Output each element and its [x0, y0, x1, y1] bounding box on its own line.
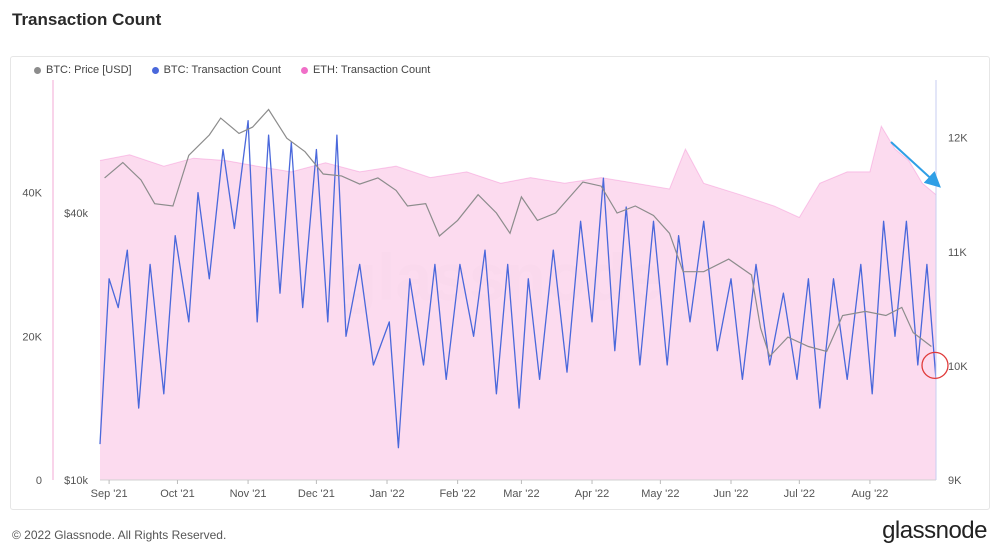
x-tick-label: Nov '21 — [230, 488, 267, 500]
left-inner-tick-label: $10k — [64, 475, 88, 487]
eth-tx-area — [100, 126, 936, 480]
legend-label-eth-tx: ETH: Transaction Count — [312, 64, 431, 76]
x-tick-label: Apr '22 — [575, 488, 610, 500]
legend-dot-eth-tx — [300, 66, 308, 74]
x-tick-label: Aug '22 — [851, 488, 888, 500]
x-tick-label: Jun '22 — [713, 488, 748, 500]
x-tick-label: Feb '22 — [439, 488, 475, 500]
legend-item-eth-tx[interactable]: ETH: Transaction Count — [300, 64, 431, 76]
x-tick-label: Mar '22 — [503, 488, 539, 500]
annotations-group — [890, 141, 949, 380]
x-tick-label: Dec '21 — [298, 488, 335, 500]
annotation-circle — [921, 351, 949, 380]
eth-tx-line — [99, 124, 937, 219]
annotation-arrow — [890, 141, 941, 188]
chart-legend: BTC: Price [USD] BTC: Transaction Count … — [34, 64, 430, 76]
axes-group: Sep '21 Oct '21 Nov '21 Dec '21 Jan '22 Feb '… — [22, 80, 968, 500]
legend-item-btc-tx[interactable]: BTC: Transaction Count — [151, 64, 281, 76]
legend-label-btc-price: BTC: Price [USD] — [46, 64, 132, 76]
left-outer-tick-label: 20K — [22, 331, 42, 343]
right-tick-label: 10K — [948, 361, 968, 373]
right-tick-label: 11K — [948, 247, 967, 259]
legend-dot-btc-price — [34, 66, 41, 74]
copyright: © 2022 Glassnode. All Rights Reserved. — [12, 528, 227, 542]
left-outer-tick-label: 40K — [22, 188, 42, 200]
btc-price-series-group — [104, 108, 932, 358]
x-tick-label: Jan '22 — [369, 488, 404, 500]
left-inner-tick-label: $40k — [64, 208, 88, 220]
x-tick-label: Sep '21 — [91, 488, 128, 500]
btc-tx-line — [99, 120, 937, 449]
eth-series-group — [99, 124, 937, 480]
x-tick-label: May '22 — [641, 488, 679, 500]
legend-item-btc-price[interactable]: BTC: Price [USD] — [34, 64, 132, 76]
right-tick-label: 12K — [948, 133, 968, 145]
legend-label-btc-tx: BTC: Transaction Count — [163, 64, 281, 76]
btc-price-line — [104, 108, 932, 358]
brand-logo: glassnode — [882, 517, 987, 544]
chart-panel — [10, 56, 990, 510]
page-title: Transaction Count — [12, 10, 162, 29]
legend-dot-btc-tx — [151, 66, 159, 74]
x-tick-label: Oct '21 — [160, 488, 195, 500]
x-tick-label: Jul '22 — [784, 488, 815, 500]
btc-tx-series-group — [99, 120, 937, 449]
left-outer-tick-label: 0 — [36, 475, 42, 487]
right-tick-label: 9K — [948, 475, 962, 487]
